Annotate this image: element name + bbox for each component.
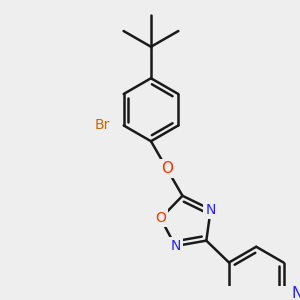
- Text: O: O: [161, 161, 173, 176]
- Text: O: O: [155, 212, 166, 225]
- Text: N: N: [170, 239, 181, 253]
- Text: N: N: [206, 202, 216, 217]
- Text: N: N: [291, 286, 300, 300]
- Text: Br: Br: [95, 118, 110, 133]
